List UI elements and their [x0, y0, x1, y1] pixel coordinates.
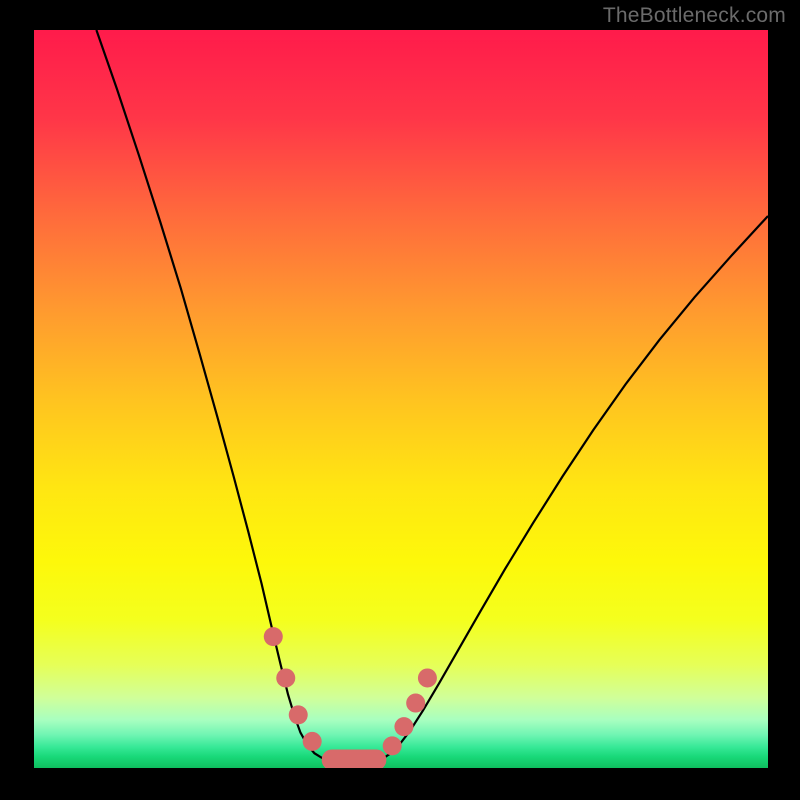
chart-svg: [34, 30, 768, 768]
curve-marker: [303, 732, 322, 751]
curve-marker: [289, 705, 308, 724]
v-curve: [96, 30, 768, 762]
curve-marker: [394, 717, 413, 736]
curve-marker: [383, 736, 402, 755]
plot-area: [34, 30, 768, 768]
valley-capsule-marker: [322, 750, 387, 768]
curve-marker: [276, 668, 295, 687]
curve-marker: [406, 694, 425, 713]
bottleneck-curve: [96, 30, 768, 762]
watermark-text: TheBottleneck.com: [603, 4, 786, 28]
curve-marker: [418, 668, 437, 687]
curve-marker: [264, 627, 283, 646]
